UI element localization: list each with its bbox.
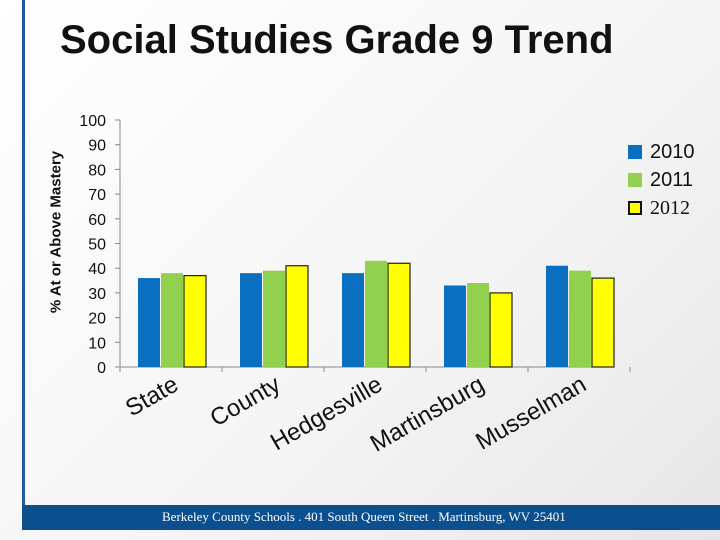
bar [467, 283, 489, 367]
bar [285, 265, 309, 368]
y-tick-label: 70 [88, 187, 106, 204]
legend-label: 2012 [650, 196, 690, 219]
x-category-label: County [206, 371, 285, 432]
page-title: Social Studies Grade 9 Trend [60, 18, 614, 62]
legend-label: 2010 [650, 140, 695, 163]
y-tick-label: 40 [88, 261, 106, 278]
legend-swatch [628, 201, 642, 215]
x-category-label: Musselman [471, 371, 591, 456]
y-tick-label: 60 [88, 212, 106, 229]
bar [365, 260, 387, 367]
legend-item: 2012 [628, 194, 695, 222]
y-tick-label: 20 [88, 311, 106, 328]
bar [591, 277, 615, 368]
legend-item: 2010 [628, 138, 695, 166]
y-tick-label: 0 [97, 360, 106, 377]
y-tick-label: 30 [88, 286, 106, 303]
y-tick-label: 80 [88, 162, 106, 179]
left-accent-rule [22, 0, 25, 505]
bar [161, 273, 183, 367]
legend-swatch [628, 173, 642, 187]
bar [342, 273, 364, 367]
legend-label: 2011 [650, 168, 694, 191]
y-tick-label: 90 [88, 138, 106, 155]
bar [489, 292, 513, 368]
y-tick-label: 100 [79, 113, 106, 130]
chart-legend: 2010 2011 2012 [628, 138, 695, 222]
x-category-label: Martinsburg [366, 371, 489, 458]
bar [444, 285, 466, 367]
y-tick-label: 10 [88, 335, 106, 352]
bar [240, 273, 262, 367]
x-category-label: State [121, 371, 183, 422]
bar [569, 270, 591, 367]
legend-swatch [628, 145, 642, 159]
x-category-label: Hedgesville [266, 371, 387, 456]
bar [138, 278, 160, 367]
bar [263, 270, 285, 367]
footer-bar: Berkeley County Schools . 401 South Quee… [22, 505, 720, 530]
footer-address: Berkeley County Schools . 401 South Quee… [162, 509, 566, 524]
bar-chart: 0 10 20 30 40 50 60 70 80 90 100 State CountyHedgesv… [79, 113, 631, 458]
bar [387, 262, 411, 368]
bar [183, 275, 207, 368]
legend-item: 2011 [628, 166, 695, 194]
bar [546, 265, 568, 367]
y-tick-label: 50 [88, 237, 106, 254]
